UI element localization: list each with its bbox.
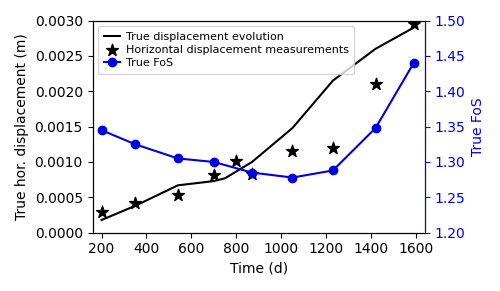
- True FoS: [175, 157, 181, 160]
- Horizontal displacement measurements: [329, 146, 337, 150]
- True displacement evolution: [98, 218, 104, 222]
- True displacement evolution: [372, 47, 378, 51]
- True FoS: [211, 160, 217, 164]
- Horizontal displacement measurements: [98, 209, 106, 214]
- True FoS: [98, 128, 104, 132]
- True FoS: [410, 61, 416, 65]
- Line: True displacement evolution: True displacement evolution: [102, 28, 413, 220]
- Legend: True displacement evolution, Horizontal displacement measurements, True FoS: True displacement evolution, Horizontal …: [98, 26, 354, 74]
- True FoS: [132, 143, 138, 146]
- True displacement evolution: [222, 177, 228, 180]
- Horizontal displacement measurements: [248, 172, 256, 176]
- Horizontal displacement measurements: [372, 82, 380, 86]
- True displacement evolution: [330, 79, 336, 82]
- Y-axis label: True FoS: True FoS: [471, 97, 485, 156]
- Horizontal displacement measurements: [131, 201, 139, 205]
- True FoS: [372, 126, 378, 130]
- True displacement evolution: [211, 179, 217, 183]
- True displacement evolution: [410, 26, 416, 29]
- True displacement evolution: [175, 184, 181, 187]
- True FoS: [249, 171, 255, 174]
- Horizontal displacement measurements: [410, 22, 418, 26]
- Horizontal displacement measurements: [210, 172, 218, 177]
- True FoS: [330, 169, 336, 172]
- True displacement evolution: [132, 204, 138, 207]
- X-axis label: Time (d): Time (d): [230, 262, 288, 276]
- Horizontal displacement measurements: [232, 159, 240, 164]
- True displacement evolution: [290, 126, 296, 130]
- True FoS: [290, 176, 296, 179]
- Y-axis label: True hor. displacement (m): True hor. displacement (m): [15, 33, 29, 220]
- True displacement evolution: [249, 160, 255, 164]
- Horizontal displacement measurements: [288, 149, 296, 154]
- Horizontal displacement measurements: [174, 193, 182, 198]
- Line: True FoS: True FoS: [98, 59, 418, 182]
